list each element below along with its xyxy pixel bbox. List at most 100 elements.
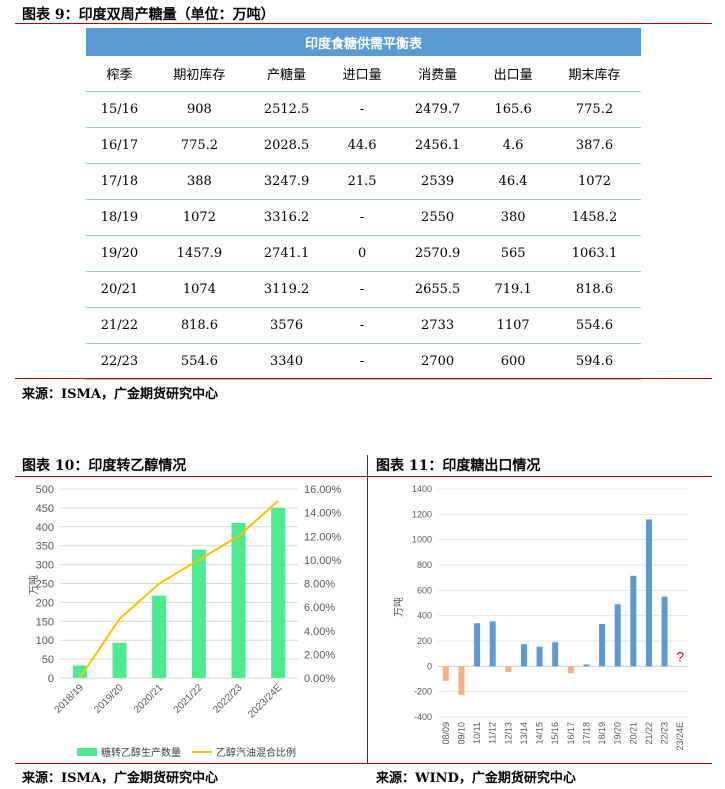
table-cell: 565 [478,235,548,272]
table-cell: 818.6 [547,271,641,308]
x-tick-label: 11/12 [488,722,498,744]
table-cell: 818.6 [152,307,246,344]
x-tick-label: 15/16 [550,722,560,745]
x-tick-label: 2019/20 [92,682,126,716]
table-cell: 3316.2 [245,199,328,236]
annotation: ? [676,648,684,664]
table-cell: 46.4 [478,163,548,200]
column-header: 产糖量 [245,56,328,92]
y-tick-label: 1400 [412,484,432,494]
table-cell: 22/23 [86,343,153,380]
table-cell: 2539 [396,163,479,200]
table-cell: 600 [478,343,548,380]
table-cell: 15/16 [86,91,153,128]
table-cell: 21/22 [86,307,153,344]
table-cell: 18/19 [86,199,153,236]
table-cell: 3119.2 [245,271,328,308]
table-cell: 1072 [152,199,246,236]
table-cell: 17/18 [86,163,153,200]
export-chart: -400 -200 0 200 400 600 800 1000 1200 1400 万吨 08/09… [392,484,688,751]
x-tick-label: 08/09 [441,722,451,745]
bar [567,666,574,674]
table-cell: 2733 [396,307,479,344]
table-caption: 印度食糖供需平衡表 [86,28,641,56]
y-tick-label: 500 [36,484,54,496]
y2-tick-label: 4.00% [304,626,335,638]
table-cell: 0 [327,235,397,272]
bar [112,642,127,678]
table-cell: - [327,307,397,344]
table-cell: 554.6 [152,343,246,380]
table-cell: 908 [152,91,246,128]
bar [505,666,512,673]
table-cell: 2655.5 [396,271,479,308]
table-row: 20/21 1074 3119.2-2655.5 719.1 818.6 [86,271,641,308]
table-cell: 1074 [152,271,246,308]
legend-label: 糖转乙醇生产数量 [101,746,181,759]
x-tick-label: 23/24E [675,722,685,751]
table-cell: 2512.5 [245,91,328,128]
table-cell: 388 [152,163,246,200]
bar [583,664,590,667]
table-cell: 4.6 [478,127,548,164]
y-tick-label: 400 [417,611,432,621]
x-tick-label: 2021/22 [172,682,206,716]
y-tick-label: 100 [36,635,54,647]
y-tick-label: 50 [42,654,54,666]
y-tick-label: 0 [48,673,54,685]
figure-10-source: 来源：ISMA，广金期货研究中心 [22,771,218,786]
y-tick-label: -400 [414,712,432,722]
x-tick-label: 10/11 [472,722,482,744]
x-tick-label: 13/14 [519,722,529,745]
x-tick-label: 2020/21 [132,682,166,716]
table-row: 16/17 775.2 2028.5 44.6 2456.1 4.6 387.6 [86,127,641,164]
table-cell: 775.2 [152,127,246,164]
y-tick-label: 250 [36,579,54,591]
divider [15,378,712,379]
x-tick-label: 18/19 [597,722,607,745]
table-row: 19/20 1457.9 2741.1 0 2570.9 565 1063.1 [86,235,641,272]
table-cell: 380 [478,199,548,236]
bar [536,646,543,667]
table-cell: 44.6 [327,127,397,164]
bar [442,666,449,681]
column-header: 出口量 [478,56,548,92]
y-tick-label: 350 [36,541,54,553]
y2-tick-label: 10.00% [304,555,342,567]
y2-tick-label: 8.00% [304,579,335,591]
table-cell: - [327,91,397,128]
table-cell: 1072 [547,163,641,200]
column-header: 榨季 [86,56,153,92]
table-cell: 2028.5 [245,127,328,164]
x-tick-label: 09/10 [456,722,466,745]
table-cell: 719.1 [478,271,548,308]
y-tick-label: 600 [417,585,432,595]
table-cell: 19/20 [86,235,153,272]
y-tick-label: 0 [427,661,432,671]
table-cell: 165.6 [478,91,548,128]
column-header: 期初库存 [152,56,246,92]
y2-tick-label: 14.00% [304,508,342,520]
y-tick-label: -200 [414,687,432,697]
bar [271,507,286,678]
bar [630,575,637,667]
x-tick-label: 17/18 [581,722,591,745]
x-tick-label: 2022/23 [211,682,245,716]
line-series [79,500,279,679]
figure-9-title: 图表 9：印度双周产糖量（单位：万吨） [22,7,275,23]
table-cell: 594.6 [547,343,641,380]
table-cell: 2741.1 [245,235,328,272]
table-cell: 2700 [396,343,479,380]
bar [520,644,527,667]
legend-swatch-bar [77,748,97,756]
table-header-row: 榨季 期初库存 产糖量 进口量 消费量 出口量 期末库存 [86,56,641,92]
table-cell: 2456.1 [396,127,479,164]
table-cell: 2550 [396,199,479,236]
y-axis-label: 万吨 [27,575,40,595]
bar [661,596,668,667]
table-cell: 1063.1 [547,235,641,272]
divider [15,763,712,764]
table-row: 15/16 908 2512.5-2479.7 165.6 775.2 [86,91,641,128]
bar [458,666,465,695]
